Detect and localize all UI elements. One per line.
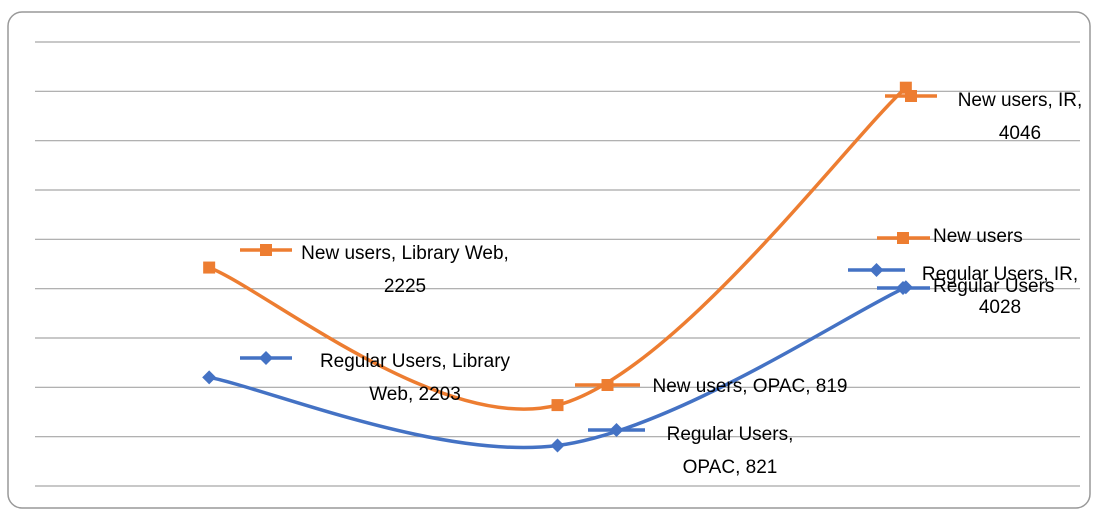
marker-shape — [896, 281, 910, 295]
marker-shape — [550, 438, 565, 453]
data-label: New users, OPAC, 819 — [652, 376, 848, 397]
chart-border — [7, 11, 1091, 509]
legend-label: New users — [933, 226, 1023, 247]
data-label: Regular Users, Library Web, 2203 — [319, 351, 511, 405]
marker-shape — [601, 379, 614, 391]
marker — [550, 438, 565, 453]
marker — [869, 263, 884, 277]
marker — [260, 244, 272, 256]
marker — [259, 351, 273, 365]
marker — [601, 379, 614, 391]
marker — [202, 370, 217, 385]
data-label: New users, Library Web, 2225 — [301, 243, 509, 297]
marker — [905, 90, 917, 102]
legend-label: Regular Users — [933, 276, 1055, 297]
marker-shape — [869, 263, 884, 277]
marker-shape — [260, 244, 272, 256]
marker — [551, 399, 564, 412]
marker-shape — [203, 261, 216, 274]
marker-shape — [905, 90, 917, 102]
marker — [609, 423, 624, 437]
marker-shape — [609, 423, 624, 437]
marker-shape — [551, 399, 564, 412]
marker — [897, 232, 909, 244]
marker-shape — [259, 351, 273, 365]
marker — [896, 281, 910, 295]
data-label: Regular Users, IR, 4028 — [921, 264, 1079, 318]
marker-shape — [202, 370, 217, 385]
marker — [203, 261, 216, 274]
data-label: New users, IR, 4046 — [957, 90, 1083, 144]
marker-shape — [897, 232, 909, 244]
data-label: Regular Users, OPAC, 821 — [666, 424, 794, 478]
